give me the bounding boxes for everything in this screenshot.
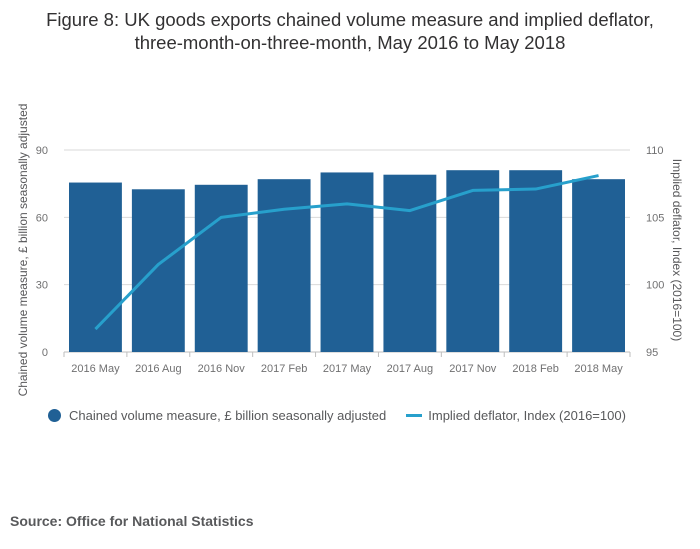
bar [194,184,248,352]
chart-title-line-2: three-month-on-three-month, May 2016 to … [134,32,566,53]
legend-item-deflator: Implied deflator, Index (2016=100) [406,408,626,423]
y-tick-label: 60 [36,212,48,224]
x-tick-label: 2016 Nov [198,363,246,375]
x-tick-label: 2018 May [574,363,623,375]
bar [572,179,625,352]
x-tick-label: 2017 Nov [449,363,497,375]
bar [257,179,311,352]
legend-swatch-deflator [406,414,423,417]
bar [383,174,437,352]
bar-series [69,170,625,352]
bar [131,189,185,352]
x-tick-label: 2017 May [323,363,372,375]
source-note: Source: Office for National Statistics [10,513,254,529]
y2-tick-label: 105 [646,212,664,224]
chart-title: Figure 8: UK goods exports chained volum… [0,8,700,54]
y2-tick-label: 110 [646,145,664,157]
x-tick-label: 2016 Aug [135,363,182,375]
legend-item-volume: Chained volume measure, £ billion season… [48,408,386,423]
y-tick-label: 90 [36,145,48,157]
legend: Chained volume measure, £ billion season… [48,408,646,423]
bar [446,170,500,352]
x-tick-label: 2017 Aug [387,363,434,375]
legend-swatch-volume [48,409,61,422]
y-tick-label: 0 [42,347,48,359]
bar [509,170,563,352]
chart-title-line-1: Figure 8: UK goods exports chained volum… [46,9,654,30]
x-axis: 2016 May 2016 Aug 2016 Nov 2017 Feb 2017 May… [63,352,631,375]
x-tick-label: 2017 Feb [261,363,307,375]
legend-label-volume: Chained volume measure, £ billion season… [69,408,387,423]
y-axis-left: 0 30 60 90 [36,145,48,359]
x-tick-label: 2018 Feb [512,363,558,375]
line-series [94,174,599,331]
y-tick-label: 30 [36,280,48,292]
y2-axis-title: Implied deflator, Index (2016=100) [670,159,684,341]
y-axis-right: 95 100 105 110 [646,145,664,359]
legend-label-deflator: Implied deflator, Index (2016=100) [428,408,626,423]
bar [69,182,122,352]
y-axis-title: Chained volume measure, £ billion season… [16,104,30,397]
bar [320,172,374,352]
y2-tick-label: 100 [646,280,664,292]
y2-tick-label: 95 [646,347,658,359]
x-tick-label: 2016 May [71,363,120,375]
